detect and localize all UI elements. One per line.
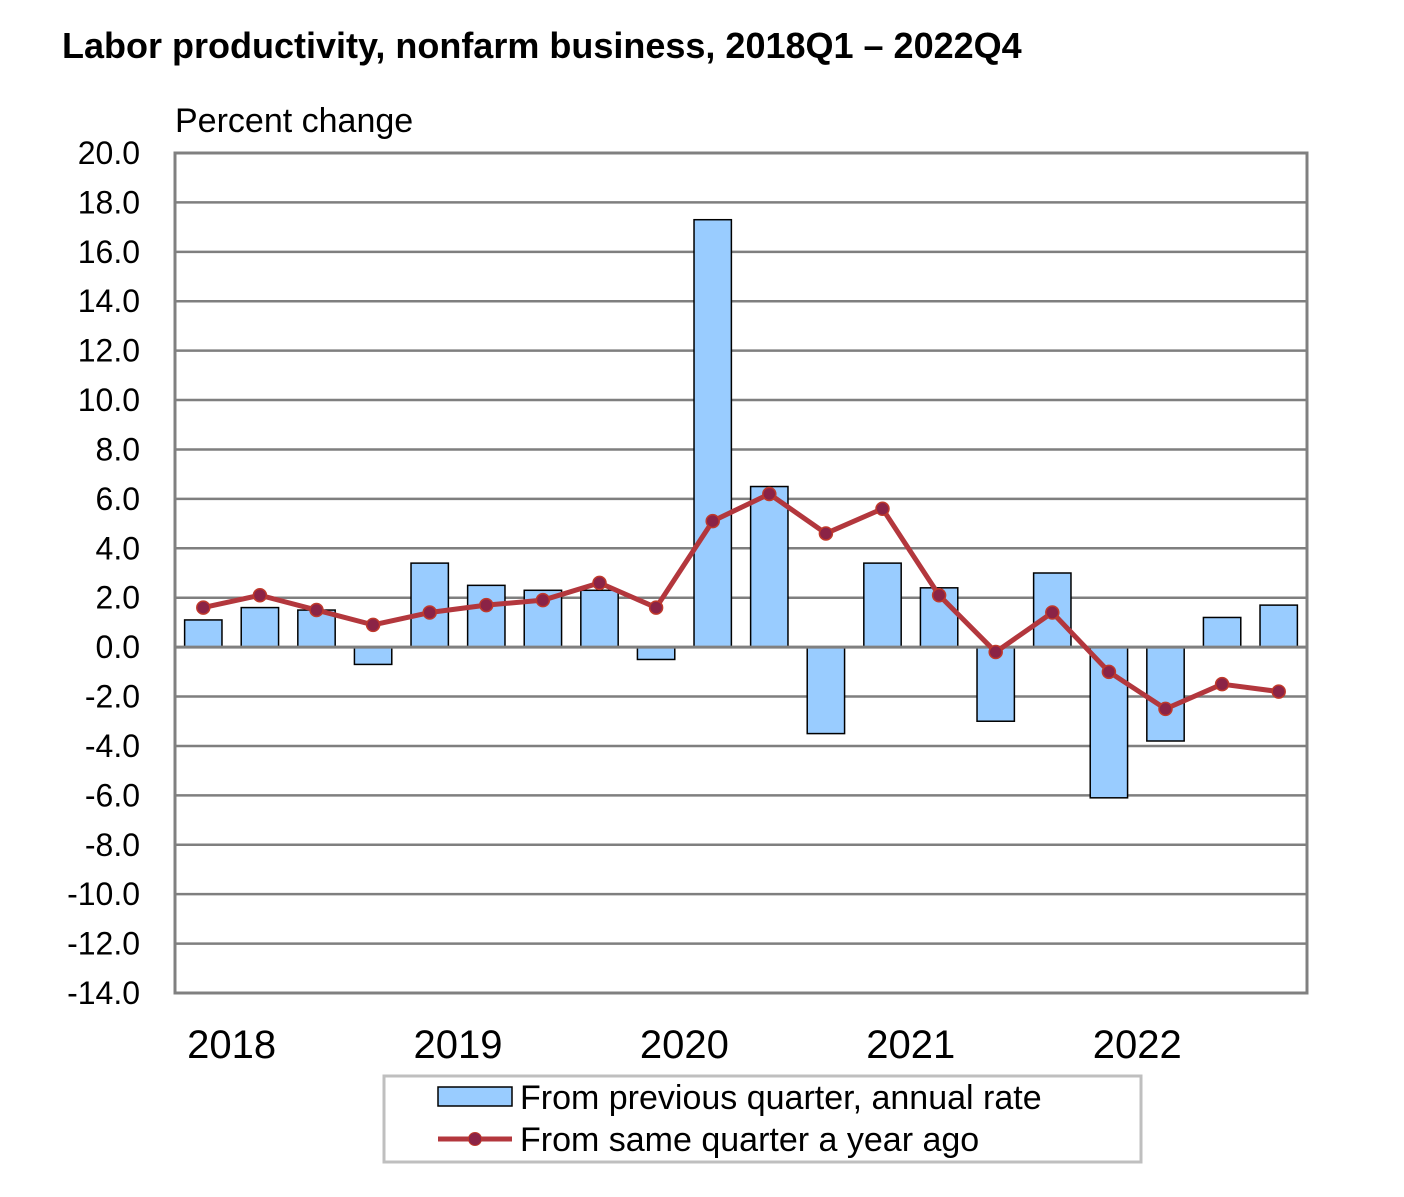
bar-series bbox=[183, 218, 1299, 799]
bar-2019Q2 bbox=[466, 584, 506, 648]
point-2020Q2 bbox=[705, 513, 720, 529]
point-2021Q1 bbox=[875, 501, 890, 517]
y-tick-label: 18.0 bbox=[78, 184, 140, 220]
point-2018Q1 bbox=[196, 600, 211, 615]
y-tick-label: -2.0 bbox=[85, 679, 140, 715]
point-2020Q4 bbox=[818, 526, 834, 541]
gridlines bbox=[175, 151, 1307, 995]
legend-label-line: From same quarter a year ago bbox=[520, 1121, 979, 1159]
point-2022Q2 bbox=[1158, 701, 1173, 717]
point-2019Q1 bbox=[422, 605, 437, 620]
y-tick-label: 20.0 bbox=[78, 135, 140, 171]
chart-title: Labor productivity, nonfarm business, 20… bbox=[62, 25, 1022, 66]
y-tick-label: -8.0 bbox=[85, 827, 140, 863]
y-tick-label: -6.0 bbox=[85, 777, 140, 813]
point-2021Q2 bbox=[931, 587, 947, 603]
bar-2018Q4 bbox=[353, 646, 393, 666]
point-2020Q3 bbox=[762, 486, 777, 502]
point-2021Q3 bbox=[988, 644, 1003, 660]
y-tick-label: 0.0 bbox=[96, 629, 140, 665]
point-2019Q2 bbox=[479, 597, 494, 613]
bar-2019Q1 bbox=[410, 562, 450, 648]
point-2018Q3 bbox=[309, 602, 324, 618]
y-tick-label: 2.0 bbox=[96, 580, 140, 616]
x-tick-label: 2022 bbox=[1093, 1023, 1182, 1067]
point-2021Q4 bbox=[1045, 605, 1060, 620]
y-tick-label: -4.0 bbox=[85, 728, 140, 764]
point-2022Q3 bbox=[1214, 676, 1230, 692]
bar-2021Q1 bbox=[863, 562, 902, 648]
point-2018Q4 bbox=[365, 617, 381, 633]
bar-2021Q3 bbox=[976, 646, 1016, 722]
point-2019Q3 bbox=[535, 592, 551, 608]
yoy-line bbox=[202, 491, 1280, 712]
bar-2022Q2 bbox=[1146, 646, 1185, 742]
point-2019Q4 bbox=[592, 575, 607, 591]
bar-2018Q2 bbox=[240, 606, 280, 648]
legend: From previous quarter, annual rate From … bbox=[382, 1074, 1143, 1164]
bar-2018Q1 bbox=[183, 619, 223, 648]
plot-area bbox=[173, 151, 1309, 995]
y-tick-label: 14.0 bbox=[78, 283, 140, 319]
x-tick-label: 2019 bbox=[414, 1023, 503, 1067]
y-tick-label: -10.0 bbox=[67, 876, 140, 912]
point-2022Q4 bbox=[1271, 684, 1286, 699]
legend-label-bars: From previous quarter, annual rate bbox=[520, 1079, 1042, 1117]
point-2020Q1 bbox=[648, 600, 664, 615]
bar-2020Q2 bbox=[693, 218, 733, 648]
y-tick-label: -12.0 bbox=[67, 926, 140, 962]
x-tick-label: 2020 bbox=[640, 1023, 729, 1067]
y-tick-label: 12.0 bbox=[78, 333, 140, 369]
x-tick-label: 2018 bbox=[187, 1023, 276, 1067]
bar-2020Q3 bbox=[749, 485, 789, 648]
x-tick-label: 2021 bbox=[866, 1023, 955, 1067]
point-2018Q2 bbox=[252, 587, 268, 603]
line-series bbox=[196, 486, 1286, 717]
bar-2020Q4 bbox=[806, 646, 846, 735]
y-tick-label: -14.0 bbox=[67, 975, 140, 1011]
bar-2022Q3 bbox=[1202, 616, 1242, 648]
legend-line-marker bbox=[468, 1132, 482, 1146]
y-axis-label: Percent change bbox=[175, 102, 413, 140]
y-axis-ticks: 20.0 18.0 16.0 14.0 12.0 10.0 8.0 6.0 4.0 2.0 0.0 -… bbox=[67, 135, 140, 1011]
bar-2022Q4 bbox=[1259, 604, 1299, 648]
bar-2019Q4 bbox=[580, 589, 619, 648]
legend-bar-swatch bbox=[437, 1086, 513, 1107]
point-2022Q1 bbox=[1101, 664, 1117, 680]
y-tick-label: 6.0 bbox=[96, 481, 140, 517]
x-axis-ticks: 2018 2019 2020 2021 2022 bbox=[187, 1023, 1182, 1067]
y-tick-label: 4.0 bbox=[96, 530, 140, 566]
bar-2020Q1 bbox=[636, 646, 676, 661]
y-tick-label: 10.0 bbox=[78, 382, 140, 418]
y-tick-label: 8.0 bbox=[96, 431, 140, 467]
y-tick-label: 16.0 bbox=[78, 234, 140, 270]
